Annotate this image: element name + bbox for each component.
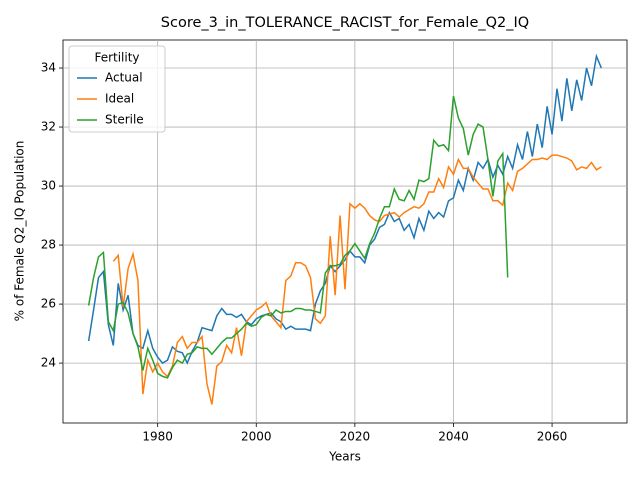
- x-tick-label: 2020: [340, 430, 371, 444]
- legend-title: Fertility: [94, 51, 139, 65]
- series-line: [87, 95, 509, 379]
- y-tick-label: 30: [41, 179, 56, 193]
- legend-label: Sterile: [105, 113, 144, 127]
- chart-title: Score_3_in_TOLERANCE_RACIST_for_Female_Q…: [161, 15, 529, 31]
- series-line: [112, 154, 602, 405]
- x-tick-label: 1980: [142, 430, 173, 444]
- legend-label: Ideal: [105, 92, 134, 106]
- x-tick-label: 2060: [537, 430, 568, 444]
- y-tick-label: 24: [41, 356, 56, 370]
- legend-label: Actual: [105, 71, 143, 85]
- y-tick-label: 32: [41, 120, 56, 134]
- plot-frame: [62, 39, 628, 424]
- y-tick-label: 34: [41, 61, 56, 75]
- y-tick-label: 28: [41, 238, 56, 252]
- x-tick-label: 2040: [438, 430, 469, 444]
- x-tick-label: 2000: [241, 430, 272, 444]
- x-axis-label: Years: [328, 450, 361, 464]
- legend-box: [68, 45, 166, 133]
- series-line: [87, 53, 603, 365]
- y-tick-label: 26: [41, 297, 56, 311]
- y-axis-label: % of Female Q2_IQ Population: [13, 141, 27, 322]
